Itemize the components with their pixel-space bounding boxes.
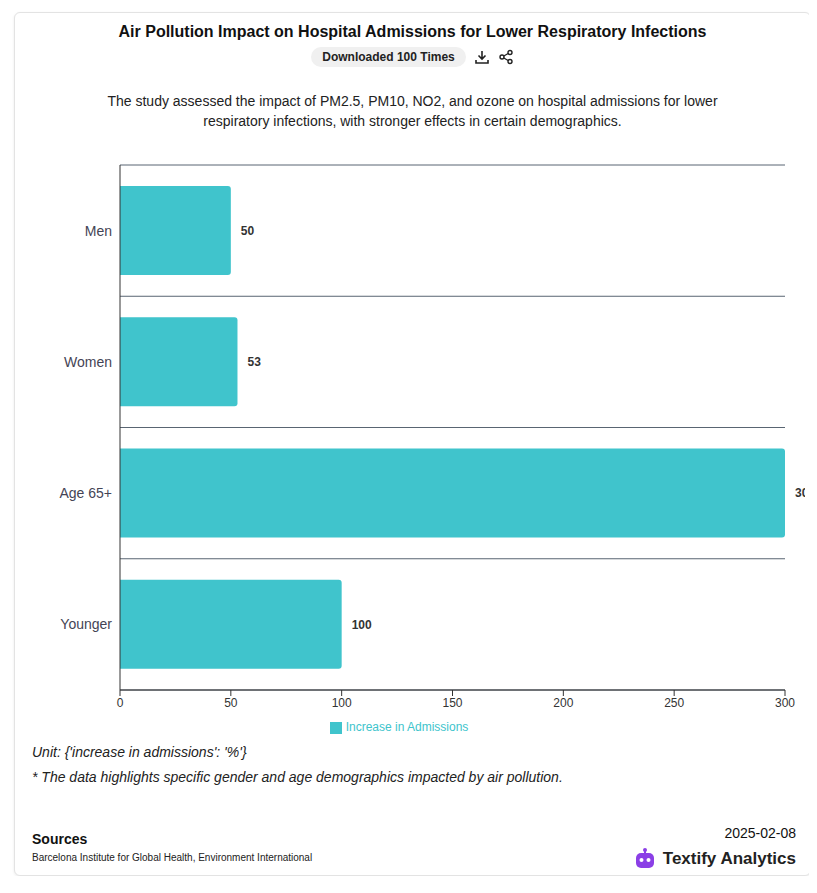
- svg-text:Younger: Younger: [60, 616, 112, 632]
- svg-text:50: 50: [224, 696, 238, 710]
- svg-text:200: 200: [553, 696, 573, 710]
- svg-text:250: 250: [664, 696, 684, 710]
- html-text:* The data highlights specific: * The data highlights specific gender an…: [32, 769, 563, 785]
- html-text:Air Pollution Impact on Hospit: Air Pollution Impact on Hospital Admissi…: [118, 23, 707, 40]
- html-text:Downloaded 100 Times: Downloaded 100 Times: [322, 50, 455, 64]
- html-text:Textify Analytics: Textify Analytics: [662, 849, 796, 868]
- svg-text:100: 100: [352, 618, 372, 632]
- svg-text:53: 53: [247, 355, 261, 369]
- svg-text:150: 150: [442, 696, 462, 710]
- html-text:2025-02-08: 2025-02-08: [724, 825, 796, 841]
- svg-text:Women: Women: [64, 354, 112, 370]
- html-text:Unit: {'increase in admissions: Unit: {'increase in admissions': '%'}: [32, 744, 247, 760]
- svg-text:Men: Men: [85, 223, 112, 239]
- svg-text:300: 300: [775, 696, 795, 710]
- svg-text:50: 50: [241, 224, 255, 238]
- html-text:Sources: Sources: [32, 831, 88, 847]
- svg-text:300: 300: [795, 486, 805, 500]
- svg-text:0: 0: [117, 696, 124, 710]
- svg-text:Age 65+: Age 65+: [59, 485, 112, 501]
- html-text:The study assessed the impact: The study assessed the impact of PM2.5, …: [107, 93, 718, 129]
- html-text:Increase in Admissions: Increase in Admissions: [345, 720, 469, 734]
- html-text:Barcelona Institute for Global: Barcelona Institute for Global Health, E…: [32, 852, 313, 863]
- svg-text:100: 100: [332, 696, 352, 710]
